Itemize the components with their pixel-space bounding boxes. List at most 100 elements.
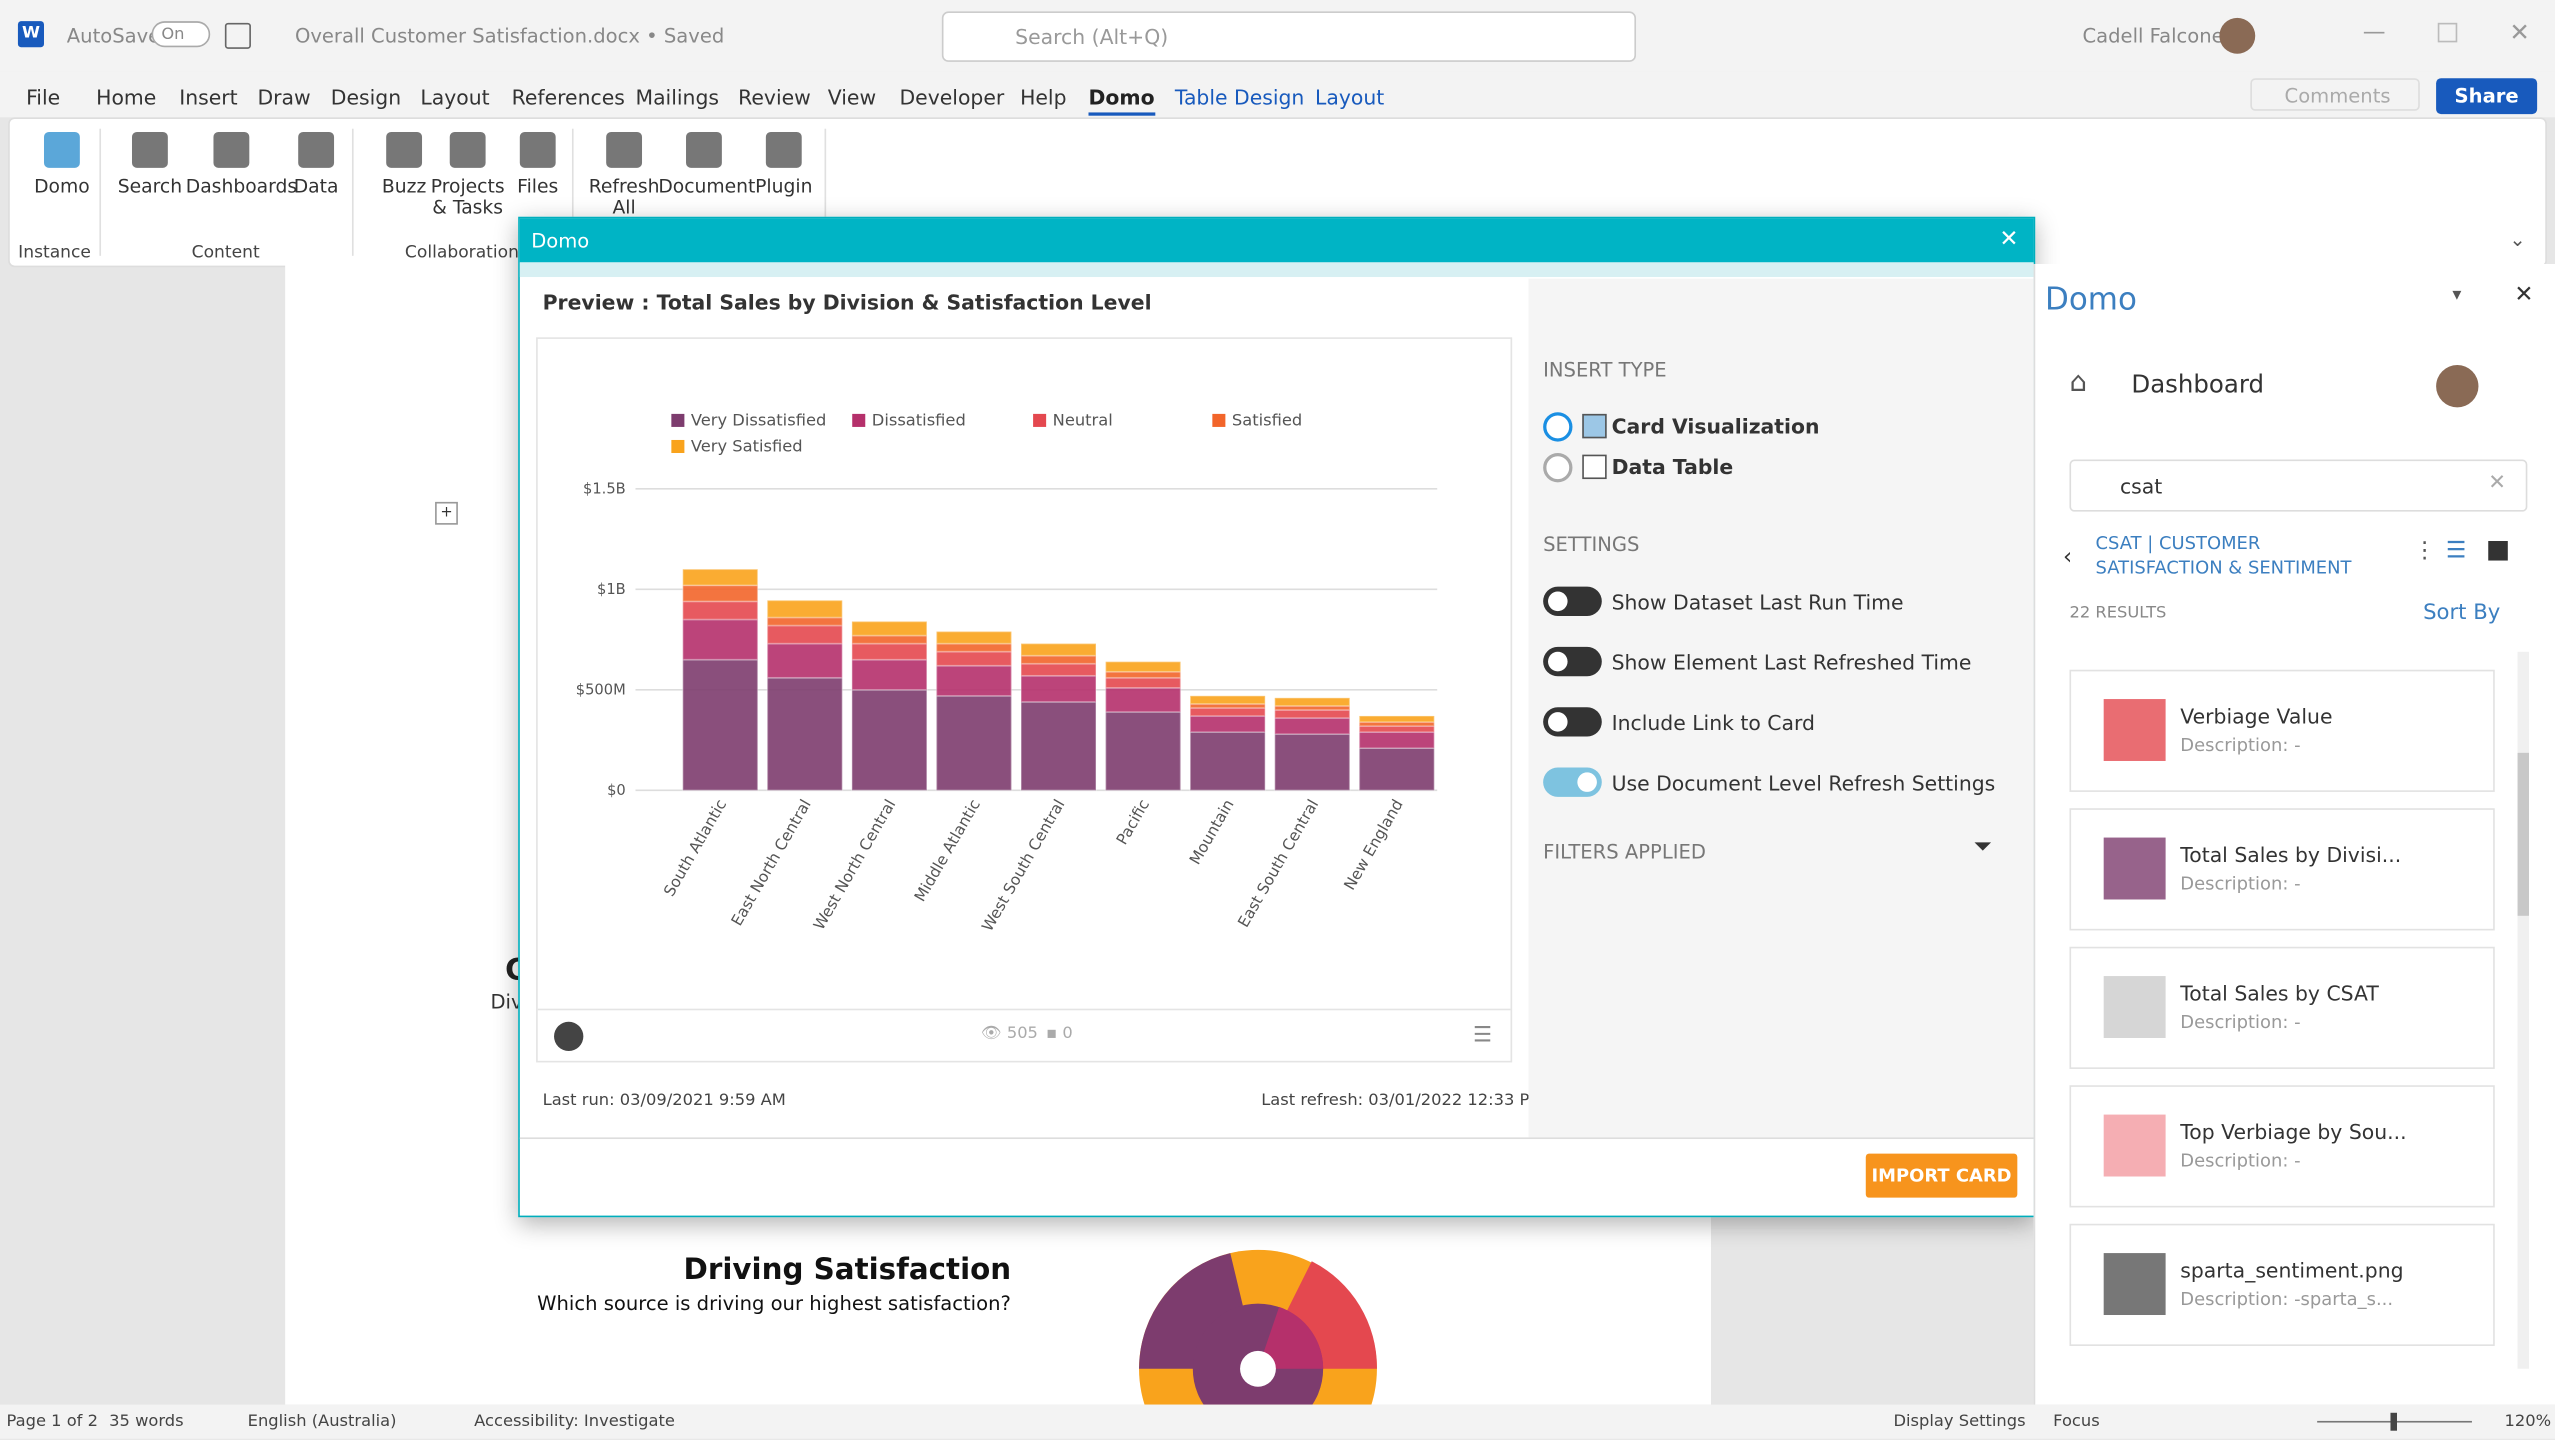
page-count[interactable]: Page 1 of 2	[6, 1412, 98, 1431]
ribbon-tab[interactable]: View	[827, 84, 877, 110]
legend-label: Very Dissatisfied	[691, 410, 826, 429]
sort-by[interactable]: Sort By	[2423, 601, 2501, 626]
back-arrow[interactable]: ‹	[2062, 544, 2073, 571]
save-icon[interactable]	[224, 22, 251, 49]
grid-view[interactable]	[2488, 540, 2508, 561]
y-tick-label: $500M	[576, 682, 626, 699]
result-card[interactable]: Total Sales by Divisi... Description: -	[2069, 808, 2495, 931]
display-settings[interactable]: Display Settings	[1893, 1412, 2026, 1431]
filename[interactable]: Overall Customer Satisfaction.docx • Sav…	[294, 24, 725, 48]
ribbon-tab[interactable]: Home	[96, 84, 157, 110]
bar-segment	[766, 676, 844, 792]
ribbon-button[interactable]: Plugin	[738, 131, 829, 197]
toggle-switch[interactable]	[1543, 586, 1602, 616]
ribbon-tab[interactable]: File	[26, 84, 61, 110]
ribbon-tab[interactable]: Design	[330, 84, 402, 110]
ribbon-tab[interactable]: Insert	[179, 84, 238, 110]
bar-segment	[1273, 697, 1351, 707]
result-card[interactable]: sparta_sentiment.png Description: -sparta…	[2069, 1223, 2495, 1346]
ribbon-tab[interactable]: Draw	[257, 84, 311, 110]
zoom-thumb[interactable]	[2390, 1412, 2397, 1431]
ribbon-tab[interactable]: References	[511, 84, 625, 110]
import-card-button[interactable]: IMPORT CARD	[1865, 1153, 2018, 1198]
preview-title: Preview : Total Sales by Division & Sati…	[542, 290, 1152, 315]
ribbon-tab[interactable]: Mailings	[635, 84, 719, 110]
x-tick-label: Mountain	[1186, 796, 1238, 867]
ribbon-button[interactable]: Search	[104, 131, 195, 197]
domo-dialog: Domo ✕ Preview : Total Sales by Division…	[518, 216, 2036, 1218]
details-icon[interactable]: ☰	[1473, 1023, 1493, 1048]
bar-segment	[935, 664, 1013, 697]
scroll-thumb[interactable]	[2517, 752, 2529, 916]
close[interactable]: ✕	[2509, 17, 2530, 48]
ribbon-button[interactable]: Projects & Tasks	[422, 131, 513, 218]
bar-segment	[766, 616, 844, 627]
more-menu[interactable]: ⋮	[2413, 537, 2437, 564]
footer-divider	[519, 1137, 2034, 1140]
option-label[interactable]: Data Table	[1611, 454, 1734, 480]
ribbon-button[interactable]: Data	[270, 131, 361, 197]
home-icon[interactable]: ⌂	[2069, 366, 2088, 400]
ribbon-button[interactable]: Files	[492, 131, 583, 197]
button-icon	[606, 131, 643, 168]
setting-label: Show Element Last Refreshed Time	[1611, 650, 1972, 675]
restore[interactable]	[2437, 22, 2458, 43]
dialog-close[interactable]: ✕	[1999, 226, 2019, 253]
panel-menu[interactable]: ▾	[2452, 283, 2462, 305]
focus[interactable]: Focus	[2053, 1412, 2100, 1431]
share-button[interactable]: Share	[2436, 78, 2538, 115]
button-label: Buzz	[381, 174, 427, 198]
result-card[interactable]: Total Sales by CSAT Description: -	[2069, 946, 2495, 1069]
option-label[interactable]: Card Visualization	[1611, 413, 1820, 439]
ribbon-tab[interactable]: Review	[738, 84, 811, 110]
clear-search[interactable]: ✕	[2488, 470, 2507, 496]
toggle-switch[interactable]	[1543, 767, 1602, 797]
ribbon-tab[interactable]: Domo	[1088, 85, 1155, 116]
word-icon[interactable]: W	[17, 21, 44, 48]
breadcrumb[interactable]: CSAT | CUSTOMER SATISFACTION & SENTIMENT	[2095, 532, 2352, 579]
language[interactable]: English (Australia)	[247, 1412, 397, 1431]
ribbon-button[interactable]: Refresh All	[578, 131, 669, 218]
partial-text: Div	[490, 990, 523, 1014]
ribbon-tab[interactable]: Help	[1020, 84, 1067, 110]
ribbon-tab[interactable]: Layout	[1315, 84, 1385, 110]
comments-button[interactable]: Comments	[2250, 78, 2420, 111]
autosave-toggle[interactable]: On	[151, 21, 211, 48]
toggle-switch[interactable]	[1543, 707, 1602, 737]
accessibility[interactable]: Accessibility: Investigate	[474, 1412, 675, 1431]
radio-button[interactable]	[1543, 453, 1573, 483]
result-card[interactable]: Top Verbiage by Sou... Description: -	[2069, 1085, 2495, 1208]
scrollbar[interactable]	[2517, 651, 2529, 1369]
ribbon-button[interactable]: Buzz	[358, 131, 449, 198]
list-view[interactable]: ☰	[2445, 537, 2467, 564]
owner-avatar	[554, 1021, 584, 1052]
toggle-switch[interactable]	[1543, 646, 1602, 677]
dialog-title: Domo	[531, 229, 590, 253]
ribbon-tab[interactable]: Layout	[420, 84, 490, 110]
group-divider	[824, 128, 827, 256]
panel-avatar[interactable]	[2436, 365, 2479, 408]
button-icon	[686, 131, 722, 168]
radio-button[interactable]	[1543, 412, 1573, 442]
ribbon-button[interactable]: Domo	[16, 131, 107, 197]
panel-search[interactable]: csat ✕	[2069, 459, 2528, 512]
zoom-level[interactable]: 120%	[2504, 1412, 2552, 1431]
search-box[interactable]: Search (Alt+Q)	[941, 11, 1637, 62]
panel-close[interactable]: ✕	[2514, 281, 2534, 308]
avatar[interactable]	[2219, 17, 2256, 54]
result-card[interactable]: Verbiage Value Description: -	[2069, 669, 2495, 792]
minimize[interactable]: —	[2362, 19, 2386, 46]
ribbon-tab[interactable]: Table Design	[1174, 84, 1305, 110]
bar-segment	[1104, 711, 1182, 792]
word-count[interactable]: 35 words	[109, 1412, 184, 1431]
panel-title: Domo	[2045, 281, 2137, 318]
ribbon-tab[interactable]: Developer	[899, 84, 1005, 110]
ribbon-button[interactable]: Dashboards	[186, 131, 297, 197]
filter-icon[interactable]: ⏷	[1973, 834, 1992, 861]
x-tick-label: Pacific	[1113, 796, 1153, 848]
ribbon-collapse[interactable]: ⌄	[2509, 228, 2526, 251]
card-name: Verbiage Value	[2180, 703, 2333, 729]
table-handle[interactable]: +	[435, 501, 458, 525]
bar-segment	[935, 695, 1013, 792]
ribbon-button[interactable]: Document	[658, 131, 755, 197]
